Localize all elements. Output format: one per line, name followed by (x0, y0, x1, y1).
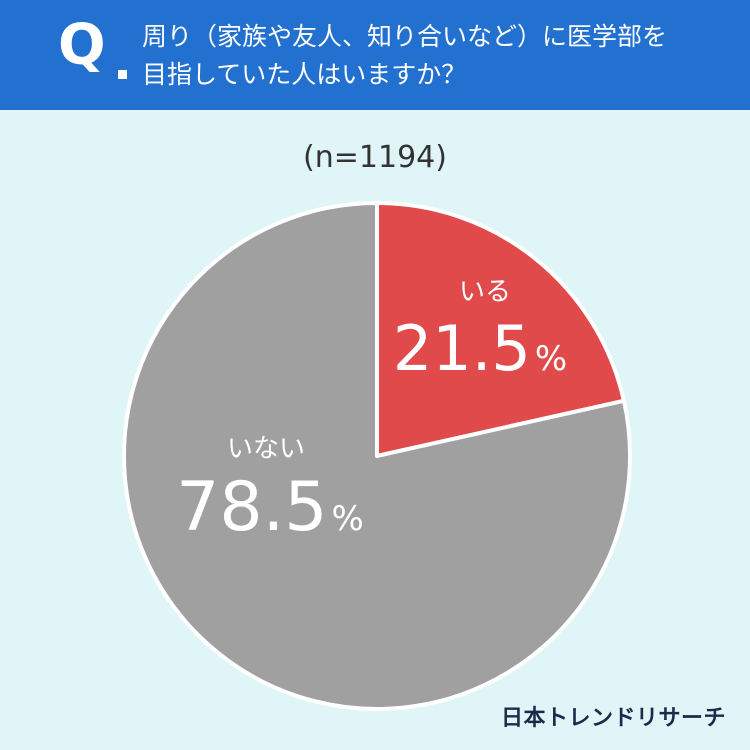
q-mark: Q (58, 13, 106, 78)
question-text: 周り（家族や友人、知り合いなど）に医学部を 目指していた人はいますか？ (142, 18, 732, 94)
slice-value-no: 78.5% (176, 468, 364, 547)
brand-logo: 日本トレンドリサーチ (500, 706, 726, 731)
question-header: Q 周り（家族や友人、知り合いなど）に医学部を 目指していた人はいますか？ (0, 0, 750, 110)
slice-label-no: いない (227, 434, 305, 464)
pie-slice-no (122, 201, 632, 711)
q-dot (118, 70, 127, 79)
slice-label-yes: いる (459, 277, 511, 307)
sample-size: (n=1194) (303, 140, 447, 175)
pie-slice-yes (375, 201, 626, 458)
question-line-2: 目指していた人はいますか？ (142, 60, 467, 89)
question-line-1: 周り（家族や友人、知り合いなど）に医学部を (142, 22, 668, 51)
slice-value-yes: 21.5% (393, 312, 567, 385)
